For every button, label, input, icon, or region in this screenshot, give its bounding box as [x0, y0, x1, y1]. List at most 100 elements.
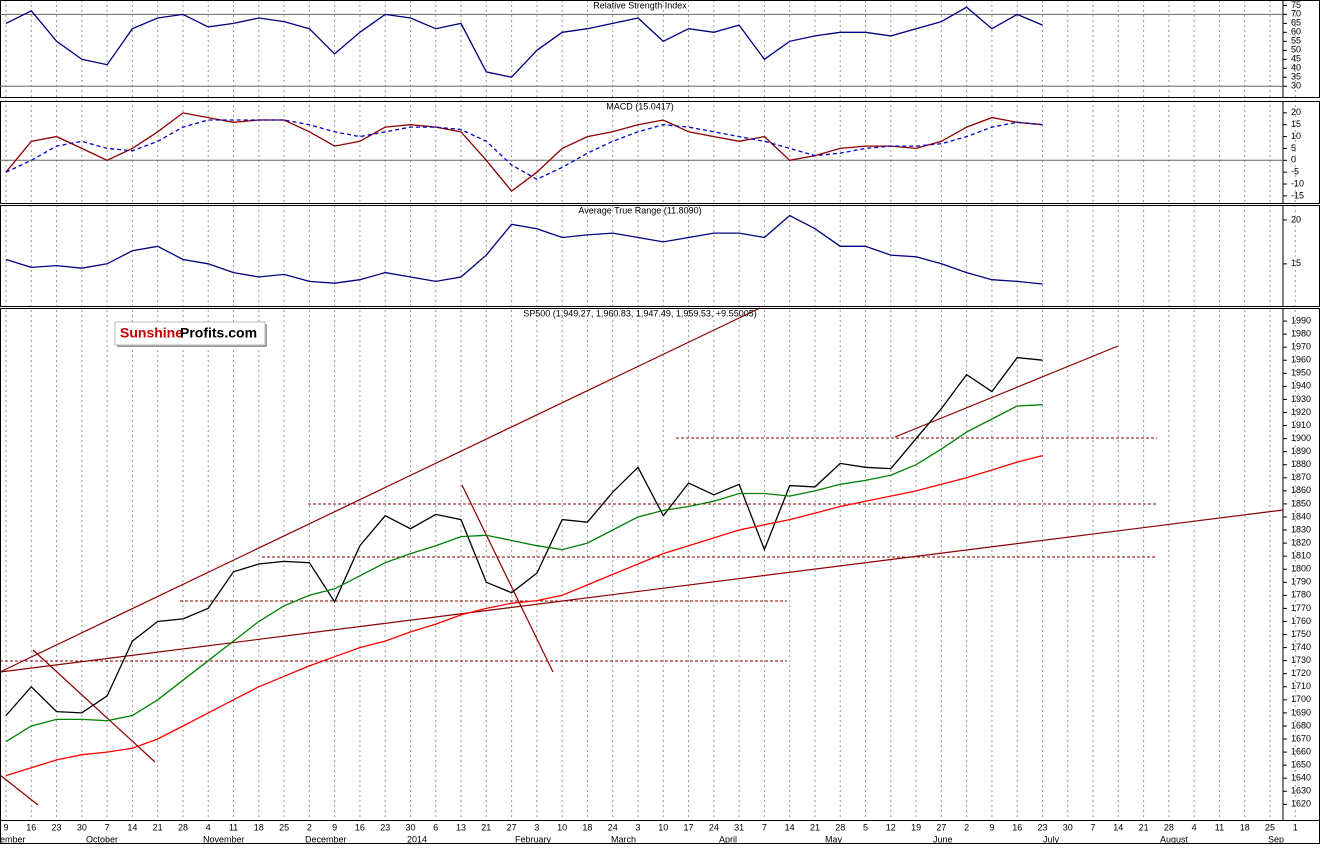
x-tick-label: 24	[709, 822, 719, 832]
y-tick-label: 1990	[1291, 315, 1311, 325]
y-tick-label: 50	[1291, 45, 1301, 55]
x-tick-label: 30	[1063, 822, 1073, 832]
series-line	[5, 356, 1043, 716]
panel-title: Relative Strength Index	[593, 0, 687, 10]
x-tick-label: 4	[206, 822, 211, 832]
series-line	[5, 404, 1043, 743]
trend-line	[0, 774, 39, 806]
y-tick-label: 1860	[1291, 485, 1311, 495]
x-tick-label: 25	[1265, 822, 1275, 832]
month-label: ember	[0, 834, 26, 844]
y-tick-label: 20	[1291, 214, 1301, 224]
y-tick-label: 1750	[1291, 629, 1311, 639]
y-tick-label: 1970	[1291, 342, 1311, 352]
x-tick-label: 18	[582, 822, 592, 832]
y-tick-label: 1830	[1291, 524, 1311, 534]
y-tick-label: 40	[1291, 63, 1301, 73]
y-tick-label: 1680	[1291, 720, 1311, 730]
y-tick-label: 70	[1291, 9, 1301, 19]
y-tick-label: 1670	[1291, 733, 1311, 743]
x-tick-label: 28	[1164, 822, 1174, 832]
y-tick-label: 1710	[1291, 681, 1311, 691]
x-tick-label: 2	[964, 822, 969, 832]
x-tick-label: 5	[863, 822, 868, 832]
x-tick-label: 23	[52, 822, 62, 832]
x-tick-label: 12	[886, 822, 896, 832]
x-tick-label: 2	[307, 822, 312, 832]
x-tick-label: 27	[936, 822, 946, 832]
series-line	[5, 214, 1043, 285]
x-tick-label: 1	[1293, 822, 1298, 832]
month-label: August	[1160, 834, 1189, 844]
month-label: May	[825, 834, 843, 844]
y-tick-label: 65	[1291, 18, 1301, 28]
y-tick-label: -5	[1291, 167, 1299, 177]
x-tick-label: 3	[635, 822, 640, 832]
x-tick-label: 14	[1113, 822, 1123, 832]
x-tick-label: 24	[608, 822, 618, 832]
x-tick-label: 16	[355, 822, 365, 832]
y-tick-label: 15	[1291, 258, 1301, 268]
x-tick-label: 7	[1091, 822, 1096, 832]
trend-line	[0, 509, 1284, 673]
x-tick-label: 10	[557, 822, 567, 832]
x-tick-label: 17	[684, 822, 694, 832]
x-tick-label: 10	[658, 822, 668, 832]
month-label: 2014	[407, 834, 427, 844]
y-tick-label: 1690	[1291, 707, 1311, 717]
y-tick-label: 1980	[1291, 328, 1311, 338]
y-tick-label: 1780	[1291, 590, 1311, 600]
x-tick-label: 7	[762, 822, 767, 832]
y-tick-label: 1940	[1291, 381, 1311, 391]
x-tick-label: 21	[481, 822, 491, 832]
logo-text: Profits.com	[180, 325, 257, 341]
month-label: July	[1043, 834, 1060, 844]
x-tick-label: 18	[1240, 822, 1250, 832]
y-tick-label: 1650	[1291, 760, 1311, 770]
x-tick-label: 31	[734, 822, 744, 832]
x-tick-label: 7	[105, 822, 110, 832]
x-tick-label: 28	[178, 822, 188, 832]
annotation-lines	[0, 307, 1284, 806]
month-label: March	[611, 834, 636, 844]
trend-line	[0, 307, 761, 673]
series-line	[5, 119, 1043, 181]
x-tick-label: 11	[1215, 822, 1224, 832]
series-line	[5, 112, 1043, 192]
x-tick-label: 14	[127, 822, 137, 832]
panel-title: SP500 (1,949.27, 1,960.83, 1,947.49, 1,9…	[523, 308, 756, 318]
y-tick-label: 1720	[1291, 668, 1311, 678]
y-tick-label: 1820	[1291, 537, 1311, 547]
logo: Sunshine Profits.com	[114, 321, 267, 347]
x-tick-label: 9	[3, 822, 8, 832]
month-label: October	[86, 834, 118, 844]
y-tick-label: 1930	[1291, 394, 1311, 404]
y-tick-label: 5	[1291, 143, 1296, 153]
y-tick-label: 1960	[1291, 355, 1311, 365]
x-tick-label: 14	[785, 822, 795, 832]
trend-line	[894, 345, 1119, 438]
series-line	[5, 454, 1043, 777]
x-tick-label: 21	[153, 822, 163, 832]
y-tick-label: 20	[1291, 107, 1301, 117]
y-tick-label: 1730	[1291, 655, 1311, 665]
y-tick-label: -15	[1291, 190, 1304, 200]
x-tick-label: 30	[405, 822, 415, 832]
x-tick-label: 21	[810, 822, 820, 832]
x-tick-label: 19	[911, 822, 921, 832]
x-tick-label: 30	[77, 822, 87, 832]
y-tick-label: 1790	[1291, 577, 1311, 587]
logo-text: Sunshine	[120, 325, 183, 341]
y-tick-label: 1870	[1291, 472, 1311, 482]
y-tick-label: 1890	[1291, 446, 1311, 456]
trend-line	[32, 649, 156, 763]
y-tick-label: 1900	[1291, 433, 1311, 443]
x-tick-label: 16	[26, 822, 36, 832]
month-label: November	[203, 834, 245, 844]
y-tick-label: 10	[1291, 131, 1301, 141]
x-tick-label: 4	[1192, 822, 1197, 832]
x-tick-label: 11	[229, 822, 238, 832]
y-tick-label: 1620	[1291, 799, 1311, 809]
month-label: December	[305, 834, 347, 844]
